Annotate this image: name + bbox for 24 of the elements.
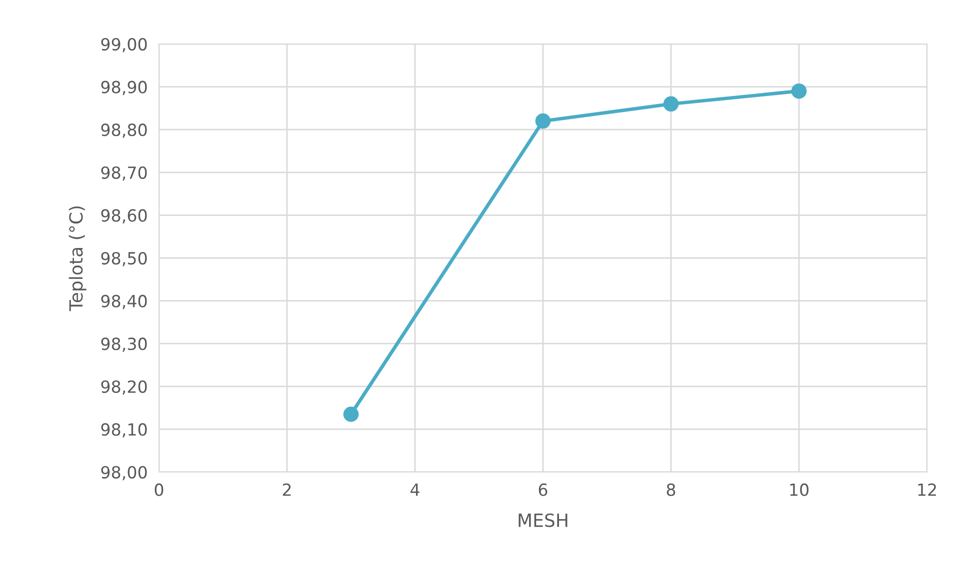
point — [663, 96, 679, 112]
x-tick-label: 10 — [790, 483, 808, 496]
y-tick-label: 98,60 — [101, 209, 147, 224]
y-tick-label: 99,00 — [101, 38, 147, 52]
point — [791, 83, 807, 99]
point — [343, 406, 359, 422]
y-tick-label: 98,80 — [101, 124, 147, 138]
x-tick-label: 4 — [410, 484, 420, 496]
x-tick-label: 8 — [666, 483, 676, 496]
x-axis-title: MESH — [518, 513, 568, 528]
x-tick-label: 6 — [538, 483, 548, 496]
y-tick-label: 98,30 — [101, 338, 147, 352]
x-tick-label: 0 — [154, 483, 164, 496]
y-tick-label: 98,70 — [101, 166, 147, 181]
x-tick-label: 12 — [918, 483, 936, 496]
y-tick-label: 98,50 — [101, 252, 147, 266]
x-tick-label: 2 — [282, 483, 291, 496]
y-tick-label: 98,40 — [101, 294, 147, 310]
y-tick-label: 98,10 — [101, 423, 147, 438]
y-axis-title: Teplota (°C) — [68, 206, 86, 312]
y-tick-label: 98,20 — [101, 380, 147, 395]
y-tick-label: 98,90 — [101, 80, 147, 96]
point — [535, 113, 551, 129]
y-tick-label: 98,00 — [101, 466, 147, 480]
